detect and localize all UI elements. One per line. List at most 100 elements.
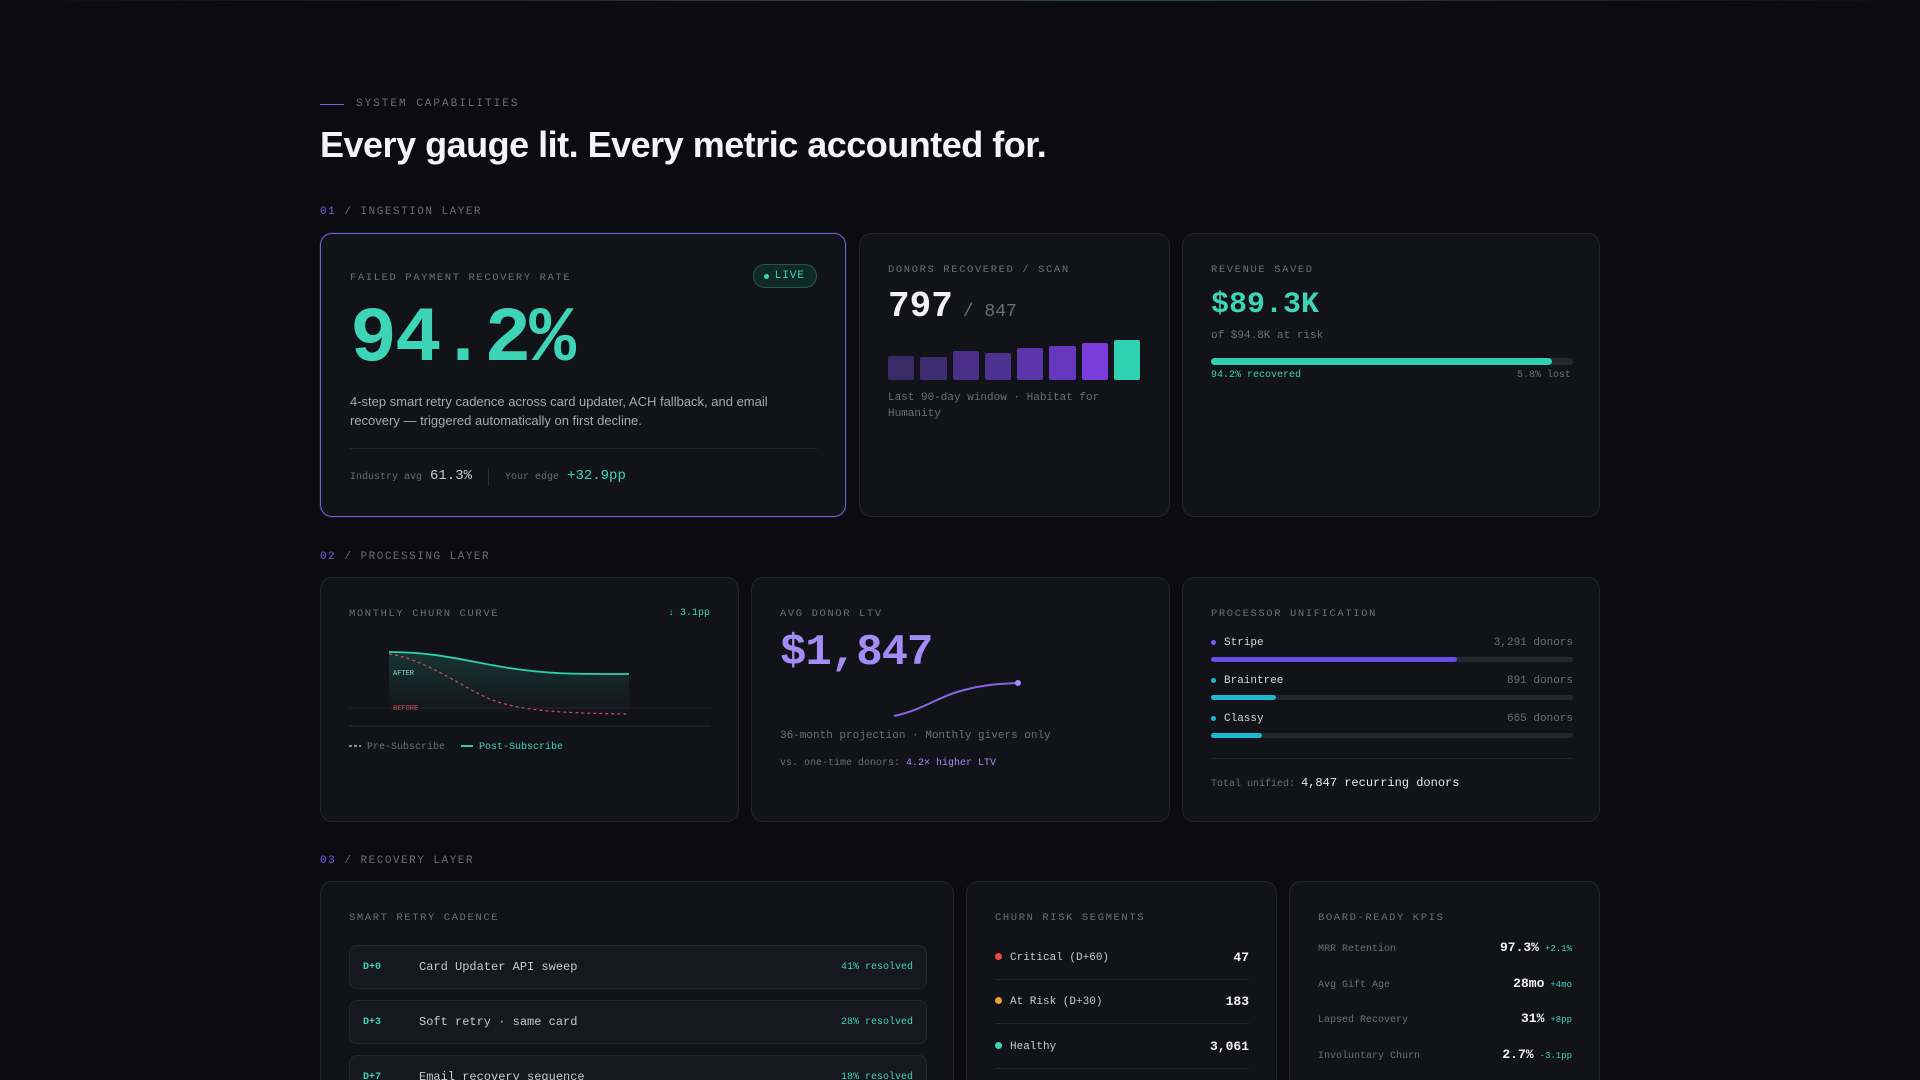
- recovery-description: 4-step smart retry cadence across card u…: [350, 394, 768, 428]
- ltv-vs-value: 4.2× higher LTV: [906, 758, 997, 769]
- eyebrow-dash: [320, 103, 344, 105]
- processor-dot-icon: [1211, 639, 1216, 645]
- critical-dot-icon: [995, 953, 1002, 961]
- recovery-bar: [1081, 343, 1108, 380]
- after-area: [389, 652, 629, 716]
- risk-row-at-risk: At Risk (D+30) 183: [995, 980, 1249, 1024]
- layer-label-ingestion: 01 / INGESTION LAYER: [320, 206, 482, 218]
- kpi-value: 97.3%: [1499, 940, 1539, 955]
- processor-count: 3,291 donors: [1493, 637, 1573, 649]
- legend-post: Post-Subscribe: [461, 742, 563, 753]
- revenue-at-risk: of $94.8K at risk: [1211, 330, 1324, 342]
- legend-pre: Pre-Subscribe: [349, 742, 445, 753]
- layer-name: / INGESTION LAYER: [344, 206, 483, 218]
- card-title: PROCESSOR UNIFICATION: [1211, 608, 1377, 620]
- processor-fill: [1211, 733, 1262, 738]
- retry-step[interactable]: D+3 Soft retry · same card 28% resolved: [349, 1000, 927, 1044]
- risk-value: 47: [1233, 950, 1249, 965]
- separator: [488, 468, 490, 486]
- total-value: 4,847 recurring donors: [1301, 776, 1460, 790]
- churn-curve-chart: AFTER BEFORE: [349, 651, 711, 727]
- kpi-row: Avg Gift Age 28mo +4mo: [1318, 976, 1572, 991]
- smart-retry-card: SMART RETRY CADENCE D+0 Card Updater API…: [320, 881, 954, 1080]
- retry-resolved: 41% resolved: [840, 961, 913, 973]
- recovery-rate-value: 94.2%: [350, 296, 576, 384]
- processor-row-classy: Classy 665 donors: [1211, 713, 1573, 738]
- risk-label: At Risk (D+30): [1010, 995, 1103, 1008]
- kpi-label: Avg Gift Age: [1318, 980, 1391, 991]
- recovery-bar: [1017, 347, 1044, 380]
- legend-dash-icon: [349, 745, 361, 748]
- kpi-delta: +2.1%: [1544, 944, 1572, 954]
- legend-pre-label: Pre-Subscribe: [367, 742, 446, 753]
- processor-row-stripe: Stripe 3,291 donors: [1211, 637, 1573, 662]
- layer-label-recovery: 03 / RECOVERY LAYER: [320, 855, 474, 867]
- recovery-bar: [920, 357, 947, 380]
- industry-label: Industry avg: [350, 472, 423, 483]
- healthy-dot-icon: [995, 1042, 1002, 1050]
- retry-text: Email recovery sequence: [419, 1070, 585, 1080]
- section-eyebrow: SYSTEM CAPABILITIES: [320, 98, 519, 110]
- edge-label: Your edge: [505, 472, 560, 483]
- risk-value: 3,061: [1209, 1039, 1249, 1054]
- recovery-bar: [888, 356, 915, 380]
- card-title: BOARD-READY KPIS: [1318, 912, 1445, 924]
- kpi-delta: +8pp: [1550, 1015, 1572, 1025]
- legend-line-icon: [461, 745, 474, 748]
- lost-label: 5.8% lost: [1516, 370, 1571, 381]
- live-badge: LIVE: [752, 264, 817, 288]
- ltv-sparkline-dot: [1015, 680, 1021, 686]
- retry-day: D+3: [363, 1016, 382, 1028]
- layer-name: / RECOVERY LAYER: [344, 855, 474, 867]
- layer-name: / PROCESSING LAYER: [344, 551, 491, 563]
- kpi-delta: +4mo: [1550, 980, 1572, 990]
- retry-step[interactable]: D+0 Card Updater API sweep 41% resolved: [349, 945, 927, 989]
- ltv-comparison: vs. one-time donors: 4.2× higher LTV: [780, 758, 996, 769]
- revenue-saved-card: REVENUE SAVED $89.3K of $94.8K at risk 9…: [1182, 233, 1600, 517]
- kpi-label: Lapsed Recovery: [1318, 1015, 1409, 1026]
- layer-number: 01: [320, 206, 337, 218]
- processor-count: 665 donors: [1506, 713, 1573, 725]
- before-label: BEFORE: [393, 705, 418, 713]
- donors-recovered-card: DONORS RECOVERED / SCAN 797 / 847 Last 9…: [859, 233, 1170, 517]
- layer-label-processing: 02 / PROCESSING LAYER: [320, 551, 490, 563]
- ltv-value: $1,847: [780, 628, 933, 678]
- recovery-bar-chart: [888, 334, 1140, 380]
- recovery-bar: [1113, 340, 1140, 380]
- divider: [350, 448, 817, 449]
- recovered-value: 797: [888, 286, 953, 327]
- churn-curve-card: MONTHLY CHURN CURVE ↓ 3.1pp AFTER BEFORE…: [320, 577, 739, 822]
- processor-track: [1211, 733, 1573, 738]
- processor-name: Stripe: [1224, 637, 1264, 649]
- kpi-row: Involuntary Churn 2.7% -3.1pp: [1318, 1047, 1572, 1062]
- divider: [1211, 758, 1573, 759]
- live-label: LIVE: [774, 270, 805, 282]
- kpi-row: MRR Retention 97.3% +2.1%: [1318, 940, 1572, 955]
- processor-name: Braintree: [1224, 675, 1284, 687]
- kpi-delta: -3.1pp: [1539, 1051, 1572, 1061]
- donor-ltv-card: AVG DONOR LTV $1,847 36-month projection…: [751, 577, 1170, 822]
- retry-resolved: 18% resolved: [840, 1071, 913, 1080]
- ltv-sparkline: [893, 680, 1021, 717]
- churn-risk-card: CHURN RISK SEGMENTS Critical (D+60) 47 A…: [966, 881, 1277, 1080]
- donors-recovered-count: 797 / 847: [888, 286, 1017, 327]
- card-title: CHURN RISK SEGMENTS: [995, 912, 1146, 924]
- recovery-bar: [1049, 346, 1076, 380]
- kpi-label: Involuntary Churn: [1318, 1051, 1421, 1062]
- processor-unification-card: PROCESSOR UNIFICATION Stripe 3,291 donors…: [1182, 577, 1600, 822]
- retry-step[interactable]: D+7 Email recovery sequence 18% resolved: [349, 1055, 927, 1080]
- card-title: AVG DONOR LTV: [780, 608, 883, 620]
- retry-day: D+0: [363, 961, 382, 973]
- at-risk-dot-icon: [995, 997, 1002, 1005]
- processor-name: Classy: [1224, 713, 1264, 725]
- retry-text: Soft retry · same card: [419, 1015, 578, 1029]
- card-title: FAILED PAYMENT RECOVERY RATE: [350, 272, 572, 284]
- total-label: Total unified:: [1211, 779, 1296, 790]
- risk-label: Critical (D+60): [1010, 951, 1110, 964]
- card-title: MONTHLY CHURN CURVE: [349, 608, 500, 620]
- retry-resolved: 28% resolved: [840, 1016, 913, 1028]
- revenue-value: $89.3K: [1211, 288, 1320, 322]
- after-line: [388, 651, 630, 675]
- card-title: SMART RETRY CADENCE: [349, 912, 500, 924]
- risk-value: 183: [1225, 994, 1249, 1009]
